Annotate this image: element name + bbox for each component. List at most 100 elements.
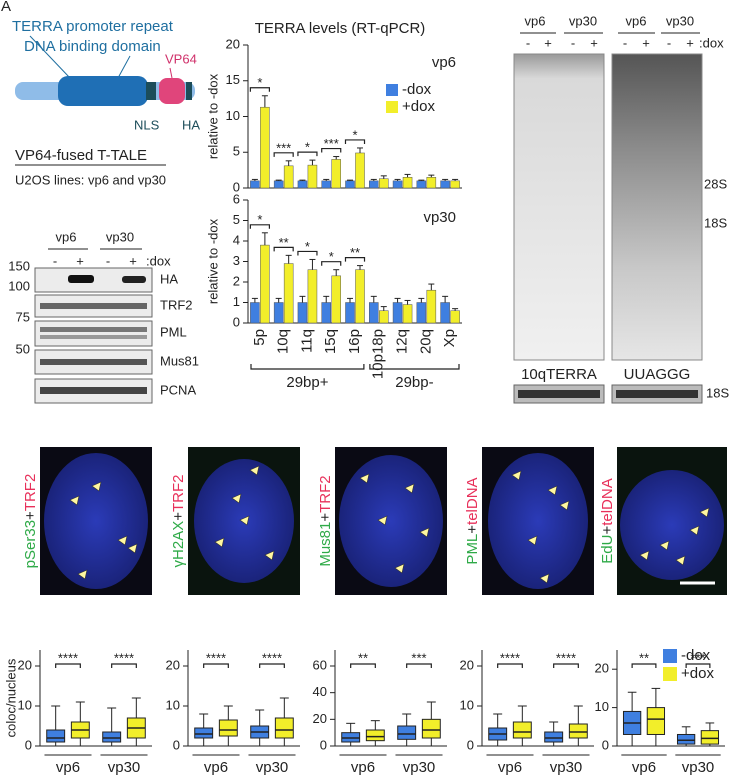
box xyxy=(397,725,417,740)
box xyxy=(646,707,666,735)
significance-label: * xyxy=(305,239,310,254)
significance-label: **** xyxy=(500,650,520,665)
y-tick-label: 0 xyxy=(320,737,327,752)
y-tick-label: 6 xyxy=(233,191,240,206)
y-tick-label: 4 xyxy=(233,232,240,247)
stain-name: telDNA xyxy=(599,478,616,526)
stain-name: TRF2 xyxy=(317,475,334,513)
stain-name: TRF2 xyxy=(170,475,187,513)
bar xyxy=(440,180,450,189)
dox-sign: - xyxy=(623,35,627,50)
stain-label: pSer33+TRF2 xyxy=(22,474,39,569)
band xyxy=(40,303,147,309)
significance-label: *** xyxy=(411,650,426,665)
x-tick-label: vp6 xyxy=(498,759,522,776)
stain-name: + xyxy=(22,511,39,520)
significance-label: ** xyxy=(639,650,649,665)
bar xyxy=(426,289,437,324)
y-tick-label: 10 xyxy=(460,697,474,712)
nls-label: NLS xyxy=(134,117,160,132)
construct-subtitle: U2OS lines: vp6 and vp30 xyxy=(15,172,166,187)
y-tick-label: 20 xyxy=(166,657,180,672)
x-tick-label: vp6 xyxy=(204,759,228,776)
chart-label: vp6 xyxy=(432,54,456,71)
dox-sign: + xyxy=(590,35,598,50)
band-label: PCNA xyxy=(160,382,196,397)
significance-bracket xyxy=(631,663,657,668)
x-tick-label: 12q xyxy=(394,329,411,354)
y-tick-label: 1 xyxy=(233,294,240,309)
box xyxy=(102,731,122,743)
legend-swatch xyxy=(386,84,398,96)
y-tick-label: 10 xyxy=(18,697,32,712)
x-tick-label: 5p xyxy=(251,329,268,346)
bar xyxy=(440,302,450,324)
y-tick-label: 0 xyxy=(173,737,180,752)
legend-label: +dox xyxy=(402,98,435,115)
bar xyxy=(355,152,365,189)
x-tick-label: vp30 xyxy=(256,759,289,776)
dox-sign: + xyxy=(544,35,552,50)
dox-sign: - xyxy=(667,35,671,50)
significance-label: **** xyxy=(114,650,134,665)
stain-name: + xyxy=(599,526,616,535)
y-tick-label: 5 xyxy=(233,144,240,159)
probe-label: UUAGGG xyxy=(624,366,691,383)
significance-bracket xyxy=(321,147,342,153)
group-bracket xyxy=(250,364,365,370)
stain-name: telDNA xyxy=(464,477,481,525)
y-axis-label: relative to -dox xyxy=(205,218,220,304)
lane-group: vp6 xyxy=(525,13,546,28)
significance-label: ** xyxy=(279,235,289,250)
band-label: Mus81 xyxy=(160,353,199,368)
band xyxy=(122,276,146,283)
bar xyxy=(307,269,318,324)
significance-bracket xyxy=(273,152,294,157)
significance-label: * xyxy=(352,127,357,142)
y-tick-label: 60 xyxy=(313,657,327,672)
lane-group: vp30 xyxy=(106,229,134,244)
significance-label: ** xyxy=(350,245,360,260)
stain-label: Mus81+TRF2 xyxy=(317,475,334,566)
dox-sign: + xyxy=(76,253,84,268)
box xyxy=(46,729,66,743)
y-tick-label: 0 xyxy=(602,737,609,752)
nucleus xyxy=(339,455,443,587)
y-tick-label: 0 xyxy=(467,737,474,752)
bar xyxy=(392,180,403,189)
stain-name: + xyxy=(464,525,481,534)
legend-swatch xyxy=(386,101,398,113)
panel-label: A xyxy=(1,0,11,15)
chart-label: vp30 xyxy=(423,209,456,226)
western-blot: vp6 vp30 - + - + :dox 150 100 75 50 HA T… xyxy=(8,229,199,404)
bar xyxy=(450,180,460,189)
lane-group: vp30 xyxy=(569,13,597,28)
bar xyxy=(416,302,427,324)
significance-bracket xyxy=(297,250,318,256)
y-tick-label: 2 xyxy=(233,273,240,288)
bar xyxy=(331,275,341,324)
bar xyxy=(273,302,284,324)
x-tick-label: vp6 xyxy=(632,759,656,776)
significance-label: *** xyxy=(276,140,291,155)
mw-marker: 50 xyxy=(16,341,30,356)
legend-label: -dox xyxy=(402,81,432,98)
y-tick-label: 20 xyxy=(226,36,240,51)
bar xyxy=(321,180,331,189)
rrna-marker: 28S xyxy=(704,176,727,191)
y-tick-label: 20 xyxy=(595,661,609,676)
lane-group: vp6 xyxy=(626,13,647,28)
y-tick-label: 0 xyxy=(233,314,240,329)
stain-label: PML+telDNA xyxy=(464,477,481,564)
significance-bracket xyxy=(685,663,711,668)
x-tick-label: vp6 xyxy=(351,759,375,776)
y-tick-label: 20 xyxy=(460,657,474,672)
band-label: HA xyxy=(160,271,178,286)
pointer xyxy=(117,55,131,79)
band xyxy=(518,390,600,398)
vp64-label: VP64 xyxy=(165,51,197,66)
box xyxy=(700,730,720,745)
nucleus xyxy=(44,453,148,589)
box xyxy=(512,721,532,739)
